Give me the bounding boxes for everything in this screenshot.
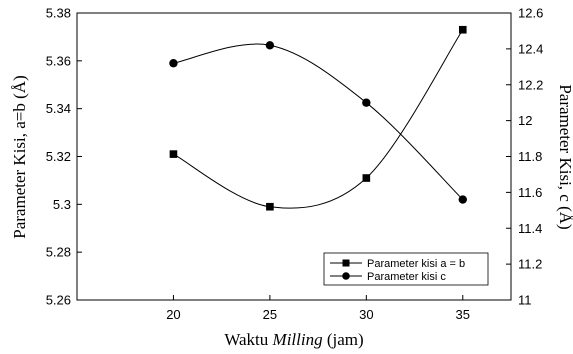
y-right-tick-label: 11	[518, 293, 532, 308]
data-point-square	[169, 150, 178, 158]
data-point-circle	[265, 41, 275, 50]
y-right-tick-label: 11.8	[518, 149, 542, 164]
legend-label-c: Parameter kisi c	[367, 271, 446, 283]
y-right-tick-label: 12	[518, 113, 532, 128]
y-left-tick-label: 5.3	[53, 197, 71, 212]
y-right-tick-label: 11.6	[518, 185, 542, 200]
x-tick-label: 25	[263, 307, 277, 322]
y-axis-left-label: Parameter Kisi, a=b (Å)	[10, 75, 29, 238]
data-point-circle	[362, 98, 371, 107]
y-left-tick-label: 5.38	[46, 6, 71, 21]
y-right-tick-label: 12.4	[518, 41, 543, 56]
y-left-tick-label: 5.28	[46, 245, 71, 260]
legend: Parameter kisi a = b Parameter kisi c	[323, 252, 489, 286]
series-line-0	[173, 29, 464, 209]
legend-marker-circle	[342, 272, 350, 280]
x-tick-label: 20	[166, 307, 180, 322]
y-left-tick-label: 5.34	[46, 101, 71, 116]
x-tick-label: 30	[359, 307, 373, 322]
y-left-tick-label: 5.26	[46, 293, 71, 308]
y-right-tick-label: 12.2	[518, 77, 543, 92]
series-layer	[169, 25, 467, 211]
data-point-circle	[169, 59, 178, 68]
y-left-tick-label: 5.32	[46, 149, 71, 164]
data-point-square	[266, 202, 274, 211]
data-point-square	[362, 174, 371, 182]
ticks-layer: 20 25 30 35 5.26 5.28 5.3 5.32 5.34 5.36 5.38 11 11.…	[46, 6, 544, 323]
legend-marker-square	[342, 259, 350, 267]
legend-box	[323, 252, 489, 286]
y-right-tick-label: 11.2	[518, 257, 542, 272]
x-tick-label: 35	[456, 307, 470, 322]
y-left-tick-label: 5.36	[46, 53, 71, 68]
x-axis-label: Waktu Milling (jam)	[224, 330, 363, 349]
y-axis-right-label: Parameter Kisi, c (Å)	[556, 84, 573, 229]
legend-label-ab: Parameter kisi a = b	[367, 258, 465, 270]
data-point-circle	[458, 195, 467, 204]
data-point-square	[458, 25, 467, 34]
y-right-tick-label: 11.4	[518, 221, 542, 236]
y-right-tick-label: 12.6	[518, 6, 543, 21]
series-line-1	[173, 43, 464, 200]
